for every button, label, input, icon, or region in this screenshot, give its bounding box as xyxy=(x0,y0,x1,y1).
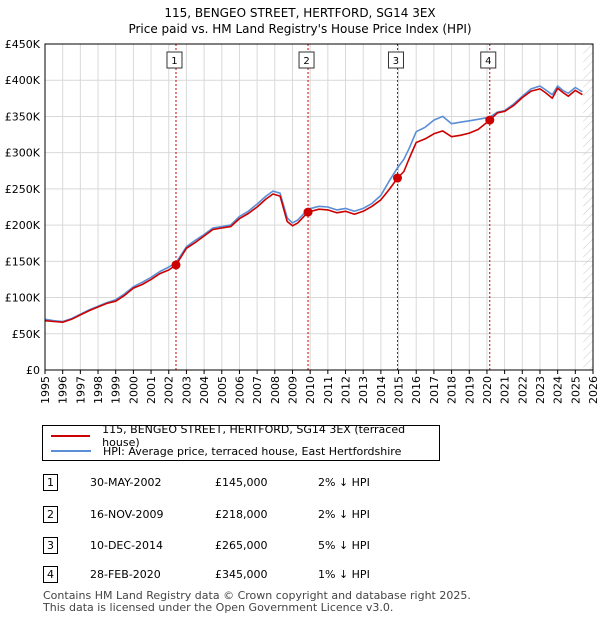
x-tick-label: 2019 xyxy=(463,376,476,404)
transaction-date: 30-MAY-2002 xyxy=(90,476,162,489)
transaction-marker-label: 4 xyxy=(43,566,58,583)
x-tick-label: 2021 xyxy=(499,376,512,404)
x-tick-label: 2016 xyxy=(410,376,423,404)
x-tick-label: 2022 xyxy=(516,376,529,404)
transaction-hpi-diff: 2% ↓ HPI xyxy=(318,508,370,521)
transaction-hpi-diff: 1% ↓ HPI xyxy=(318,568,370,581)
sale-point xyxy=(303,207,313,217)
x-tick-label: 2006 xyxy=(233,376,246,404)
x-tick-label: 2017 xyxy=(428,376,441,404)
x-tick-label: 1998 xyxy=(92,376,105,404)
sale-marker-box xyxy=(387,51,404,69)
y-tick-label: £200K xyxy=(5,219,41,232)
x-tick-label: 2025 xyxy=(569,376,582,404)
footer-license: This data is licensed under the Open Gov… xyxy=(43,601,394,614)
transaction-marker-label: 3 xyxy=(43,537,58,554)
y-tick-label: £0 xyxy=(26,364,40,377)
x-tick-label: 2013 xyxy=(357,376,370,404)
x-tick-label: 2003 xyxy=(180,376,193,404)
transaction-date: 10-DEC-2014 xyxy=(90,539,164,552)
x-tick-label: 1997 xyxy=(74,376,87,404)
transaction-date: 16-NOV-2009 xyxy=(90,508,164,521)
y-tick-label: £150K xyxy=(5,255,41,268)
x-tick-label: 2000 xyxy=(127,376,140,404)
projection-hatch xyxy=(583,44,593,370)
transaction-price: £218,000 xyxy=(215,508,268,521)
x-tick-label: 2002 xyxy=(163,376,176,404)
sale-marker-number: 1 xyxy=(171,56,177,67)
sale-marker-box xyxy=(480,51,497,69)
x-tick-label: 2010 xyxy=(304,376,317,404)
x-tick-label: 2005 xyxy=(216,376,229,404)
legend-swatch-hpi xyxy=(51,450,91,452)
y-tick-label: £450K xyxy=(5,38,41,51)
x-tick-label: 2009 xyxy=(286,376,299,404)
x-tick-label: 2026 xyxy=(587,376,600,404)
x-tick-label: 2024 xyxy=(552,376,565,404)
plot-frame xyxy=(44,43,594,371)
sale-point xyxy=(171,260,181,270)
transaction-marker-label: 2 xyxy=(43,506,58,523)
legend: 115, BENGEO STREET, HERTFORD, SG14 3EX (… xyxy=(42,423,440,461)
y-tick-label: £300K xyxy=(5,147,41,160)
x-tick-label: 1999 xyxy=(110,376,123,404)
transaction-price: £345,000 xyxy=(215,568,268,581)
sale-marker-box xyxy=(166,51,183,69)
x-tick-label: 2014 xyxy=(375,376,388,404)
y-tick-label: £350K xyxy=(5,110,41,123)
transaction-hpi-diff: 2% ↓ HPI xyxy=(318,476,370,489)
x-tick-label: 2018 xyxy=(446,376,459,404)
sale-marker-number: 3 xyxy=(393,56,399,67)
transaction-date: 28-FEB-2020 xyxy=(90,568,161,581)
chart-title: 115, BENGEO STREET, HERTFORD, SG14 3EX xyxy=(164,6,436,20)
x-tick-label: 2012 xyxy=(340,376,353,404)
transaction-marker-label: 1 xyxy=(43,474,58,491)
sale-point xyxy=(485,115,495,125)
sale-point xyxy=(392,173,402,183)
x-tick-label: 2008 xyxy=(269,376,282,404)
x-tick-label: 2007 xyxy=(251,376,264,404)
x-tick-label: 2001 xyxy=(145,376,158,404)
sale-marker-number: 4 xyxy=(485,56,491,67)
footer-copyright: Contains HM Land Registry data © Crown c… xyxy=(43,589,471,602)
sale-marker-number: 2 xyxy=(303,56,309,67)
y-tick-label: £400K xyxy=(5,74,41,87)
legend-label-hpi: HPI: Average price, terraced house, East… xyxy=(103,444,402,458)
y-tick-label: £50K xyxy=(12,328,41,341)
price-chart: £0 £50K £100K £150K £200K £250K £300K £350K £400… xyxy=(5,38,600,404)
legend-item-property: 115, BENGEO STREET, HERTFORD, SG14 3EX (… xyxy=(51,423,439,449)
transaction-price: £145,000 xyxy=(215,476,268,489)
x-tick-label: 2023 xyxy=(534,376,547,404)
legend-label-property: 115, BENGEO STREET, HERTFORD, SG14 3EX (… xyxy=(102,423,406,449)
y-tick-label: £250K xyxy=(5,183,41,196)
transaction-price: £265,000 xyxy=(215,539,268,552)
legend-item-hpi: HPI: Average price, terraced house, East… xyxy=(51,444,401,458)
x-tick-label: 1995 xyxy=(39,376,52,404)
legend-swatch-property xyxy=(51,435,91,437)
transaction-hpi-diff: 5% ↓ HPI xyxy=(318,539,370,552)
sale-marker-box xyxy=(298,51,315,69)
x-tick-label: 2011 xyxy=(322,376,335,404)
property-price-line xyxy=(44,87,583,324)
chart-subtitle: Price paid vs. HM Land Registry's House … xyxy=(128,22,472,36)
x-tick-label: 2015 xyxy=(393,376,406,404)
y-tick-label: £100K xyxy=(5,292,41,305)
x-tick-label: 2004 xyxy=(198,376,211,404)
x-tick-label: 1996 xyxy=(57,376,70,404)
x-tick-label: 2020 xyxy=(481,376,494,404)
